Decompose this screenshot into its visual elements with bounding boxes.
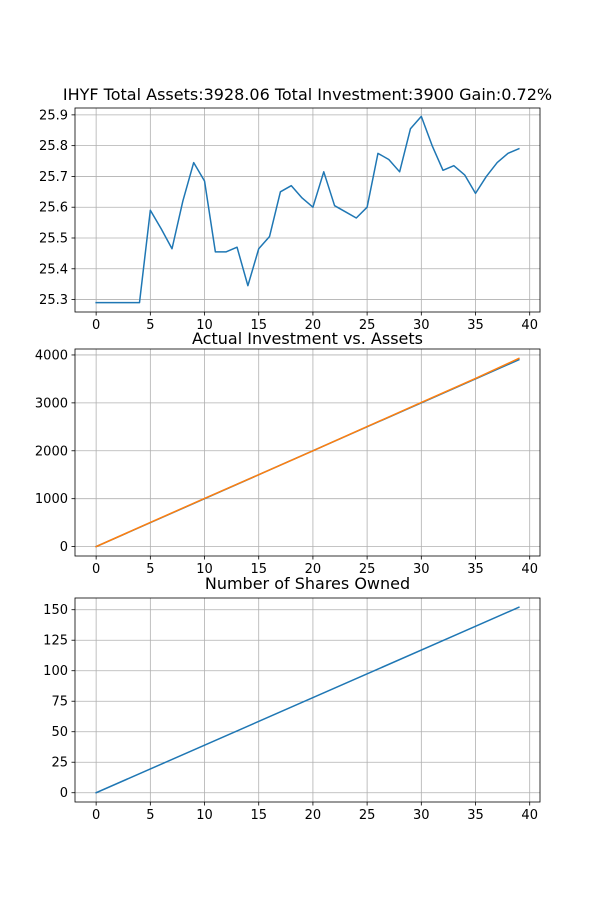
y-tick-label: 150 bbox=[43, 603, 68, 618]
x-tick-label: 5 bbox=[146, 808, 154, 823]
axes-frame bbox=[74, 107, 541, 313]
y-tick-label: 3000 bbox=[35, 396, 68, 411]
x-tick-label: 0 bbox=[92, 562, 100, 577]
y-tick-label: 25.4 bbox=[39, 262, 68, 277]
y-tick-label: 4000 bbox=[35, 348, 68, 363]
x-tick-label: 0 bbox=[92, 318, 100, 333]
series-line-1 bbox=[95, 606, 520, 794]
x-tick-label: 40 bbox=[521, 318, 538, 333]
chart-title: Actual Investment vs. Assets bbox=[192, 329, 423, 348]
x-tick-label: 20 bbox=[305, 318, 322, 333]
x-tick-label: 40 bbox=[521, 808, 538, 823]
x-tick-label: 20 bbox=[305, 562, 322, 577]
x-tick-label: 0 bbox=[92, 808, 100, 823]
y-tick-label: 25.5 bbox=[39, 231, 68, 246]
chart-title: Number of Shares Owned bbox=[205, 574, 410, 593]
x-tick-label: 15 bbox=[250, 318, 267, 333]
x-tick-label: 10 bbox=[196, 562, 213, 577]
x-tick-label: 15 bbox=[250, 808, 267, 823]
chart-title: IHYF Total Assets:3928.06 Total Investme… bbox=[63, 85, 552, 104]
subplot-total-assets: IHYF Total Assets:3928.06 Total Investme… bbox=[39, 85, 552, 333]
x-tick-label: 25 bbox=[359, 562, 376, 577]
x-tick-label: 30 bbox=[413, 318, 430, 333]
subplot-investment-vs-assets: Actual Investment vs. Assets 0 5 10 15 20 25 3… bbox=[35, 329, 541, 577]
x-tick-label: 20 bbox=[305, 808, 322, 823]
x-tick-label: 35 bbox=[467, 562, 484, 577]
y-tick-label: 50 bbox=[51, 725, 68, 740]
x-tick-label: 25 bbox=[359, 318, 376, 333]
series-line-2 bbox=[95, 357, 520, 548]
y-tick-label: 75 bbox=[51, 695, 68, 710]
y-tick-label: 0 bbox=[60, 540, 68, 555]
x-tick-label: 35 bbox=[467, 318, 484, 333]
subplot-shares-owned: Number of Shares Owned 0 5 10 15 20 25 30 35 40 0… bbox=[43, 574, 541, 823]
y-tick-label: 25 bbox=[51, 756, 68, 771]
y-tick-label: 125 bbox=[43, 634, 68, 649]
axes-frame bbox=[74, 348, 541, 557]
y-tick-label: 25.7 bbox=[39, 170, 68, 185]
y-tick-label: 100 bbox=[43, 664, 68, 679]
y-tick-label: 1000 bbox=[35, 492, 68, 507]
y-tick-label: 25.3 bbox=[39, 293, 68, 308]
y-tick-label: 25.8 bbox=[39, 139, 68, 154]
y-tick-label: 25.9 bbox=[39, 108, 68, 123]
x-tick-label: 10 bbox=[196, 808, 213, 823]
x-tick-label: 40 bbox=[521, 562, 538, 577]
y-tick-label: 2000 bbox=[35, 444, 68, 459]
axes-frame bbox=[74, 597, 541, 803]
series-line-1 bbox=[95, 115, 520, 304]
x-tick-label: 25 bbox=[359, 808, 376, 823]
x-tick-label: 5 bbox=[146, 562, 154, 577]
x-tick-label: 30 bbox=[413, 808, 430, 823]
x-tick-label: 35 bbox=[467, 808, 484, 823]
x-tick-label: 30 bbox=[413, 562, 430, 577]
y-tick-label: 25.6 bbox=[39, 201, 68, 216]
y-tick-label: 0 bbox=[60, 786, 68, 801]
x-tick-label: 15 bbox=[250, 562, 267, 577]
x-tick-label: 5 bbox=[146, 318, 154, 333]
x-tick-label: 10 bbox=[196, 318, 213, 333]
